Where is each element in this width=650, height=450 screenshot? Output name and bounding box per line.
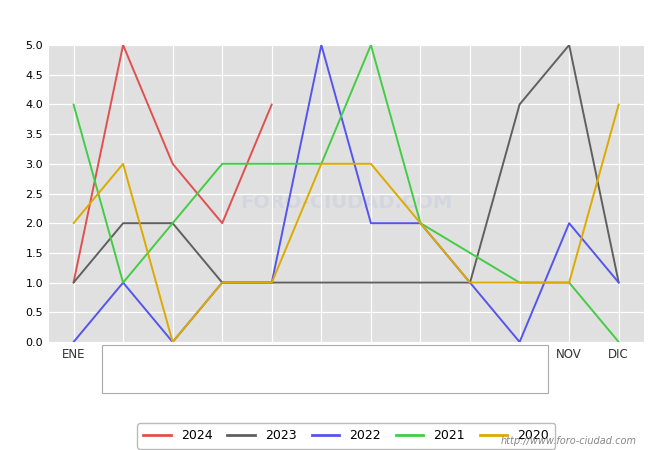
Text: http://www.foro-ciudad.com: http://www.foro-ciudad.com: [501, 436, 637, 446]
Text: FORO-CIUDAD.COM: FORO-CIUDAD.COM: [240, 193, 452, 212]
Legend: 2024, 2023, 2022, 2021, 2020: 2024, 2023, 2022, 2021, 2020: [137, 423, 555, 449]
FancyBboxPatch shape: [102, 345, 548, 393]
Text: Matriculaciones de Vehículos en Montánchez: Matriculaciones de Vehículos en Montánch…: [145, 13, 505, 28]
